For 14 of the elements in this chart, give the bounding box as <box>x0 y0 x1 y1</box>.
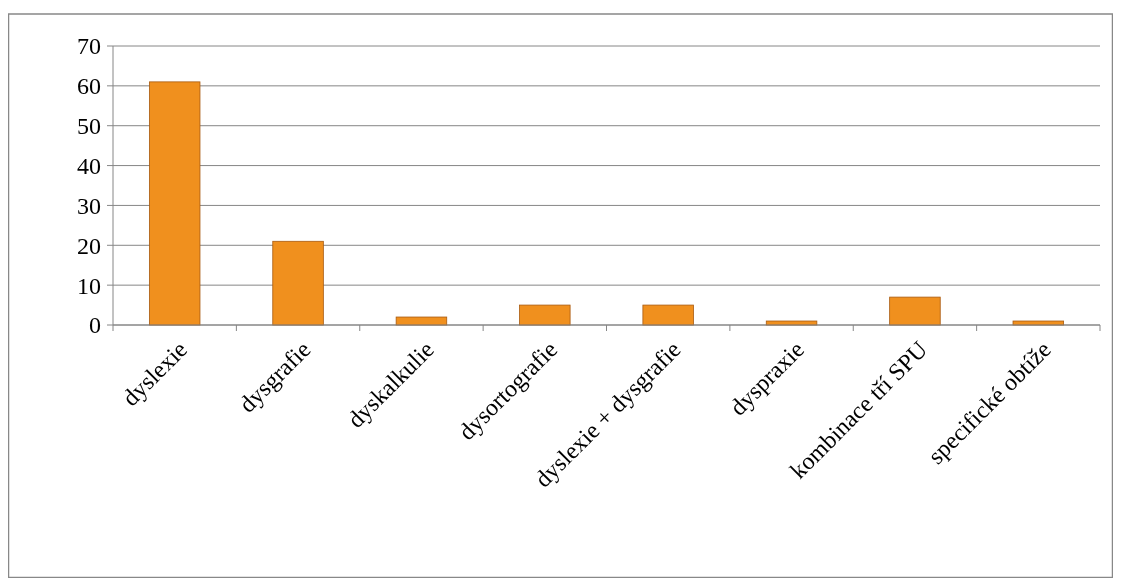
y-tick-label: 10 <box>77 272 101 299</box>
y-tick-label: 70 <box>77 33 101 60</box>
y-tick-label: 50 <box>77 113 101 140</box>
bar <box>519 304 571 326</box>
bar <box>642 304 694 326</box>
y-tick-label: 30 <box>77 192 101 219</box>
y-tick-label: 60 <box>77 73 101 100</box>
bar <box>889 296 941 326</box>
bar <box>272 240 324 326</box>
y-tick-label: 20 <box>77 232 101 259</box>
bar <box>149 81 201 326</box>
bar <box>395 316 448 326</box>
y-tick-label: 40 <box>77 152 101 179</box>
y-tick-label: 0 <box>89 312 101 339</box>
